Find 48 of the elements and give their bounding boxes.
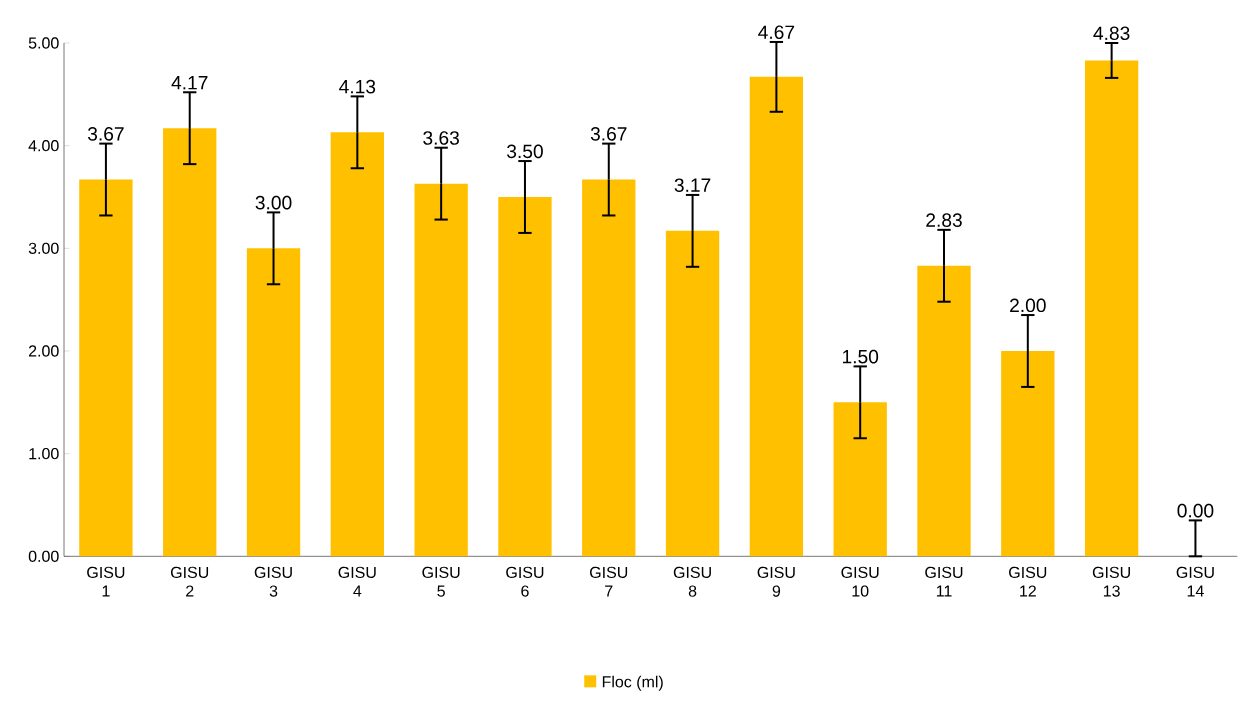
bar bbox=[163, 128, 217, 557]
y-tick-label: 2.00 bbox=[28, 345, 59, 357]
y-tick-label: 0.00 bbox=[28, 550, 59, 562]
bar bbox=[246, 248, 301, 557]
bar bbox=[1001, 350, 1055, 557]
x-tick-label: GISU 14 bbox=[1176, 566, 1214, 597]
data-label: 3.00 bbox=[255, 195, 292, 210]
x-tick-label: GISU 12 bbox=[1009, 566, 1047, 597]
x-tick-label: GISU 7 bbox=[590, 566, 628, 597]
data-label: 4.83 bbox=[1093, 26, 1130, 41]
data-label: 3.50 bbox=[507, 144, 543, 159]
y-tick-label: 5.00 bbox=[28, 37, 59, 49]
data-label: 1.50 bbox=[842, 349, 879, 364]
x-tick-label: GISU 9 bbox=[757, 566, 795, 597]
x-tick-label: GISU 4 bbox=[338, 566, 376, 597]
x-tick-label: GISU 2 bbox=[170, 566, 209, 597]
x-tick-label: GISU 3 bbox=[254, 566, 292, 597]
data-label: 3.67 bbox=[590, 127, 627, 141]
x-tick-label: GISU 13 bbox=[1092, 566, 1130, 597]
bar bbox=[917, 265, 971, 557]
x-tick-label: GISU 6 bbox=[506, 566, 544, 597]
y-tick-label: 3.00 bbox=[28, 242, 59, 254]
data-label: 3.67 bbox=[87, 127, 124, 141]
bar bbox=[665, 230, 720, 557]
data-label: 4.17 bbox=[171, 76, 208, 90]
x-tick-label: GISU 10 bbox=[841, 566, 879, 597]
x-tick-label: GISU 5 bbox=[422, 566, 460, 597]
data-label: 2.83 bbox=[926, 213, 962, 227]
data-label: 0.00 bbox=[1177, 503, 1214, 518]
data-label: 3.63 bbox=[423, 131, 459, 145]
bar bbox=[1084, 60, 1139, 557]
data-label: 2.00 bbox=[1010, 298, 1046, 313]
bar bbox=[330, 132, 385, 557]
x-tick-label: GISU 1 bbox=[87, 566, 125, 597]
bar bbox=[833, 402, 887, 557]
data-label: 3.17 bbox=[674, 178, 711, 192]
bar bbox=[414, 183, 468, 557]
bar bbox=[582, 179, 636, 557]
y-tick-label: 1.00 bbox=[29, 447, 59, 460]
bar bbox=[498, 196, 552, 557]
data-label: 4.13 bbox=[339, 79, 376, 94]
bar bbox=[749, 76, 804, 557]
bar bbox=[79, 179, 133, 557]
data-label: 4.67 bbox=[758, 25, 795, 40]
x-tick-label: GISU 11 bbox=[925, 566, 963, 597]
legend-label: Floc (ml) bbox=[602, 675, 663, 691]
y-tick-label: 4.00 bbox=[28, 140, 59, 152]
x-tick-label: GISU 8 bbox=[673, 566, 711, 597]
